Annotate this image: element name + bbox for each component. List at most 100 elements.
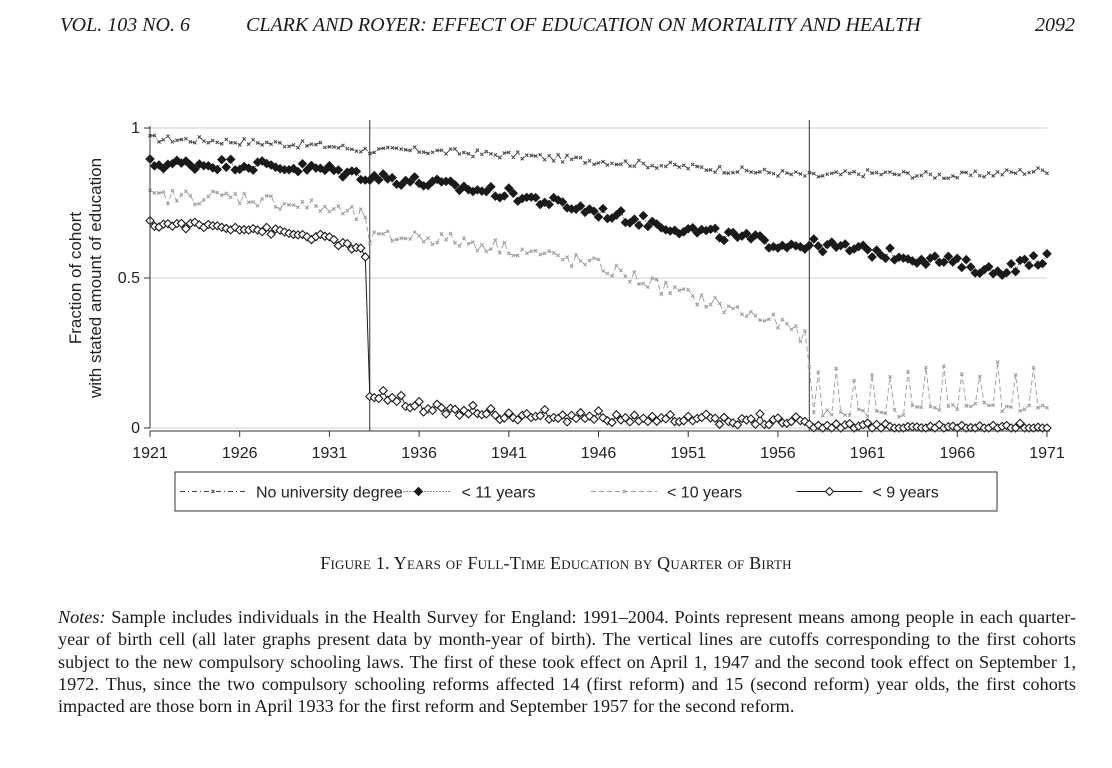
data-point [264, 193, 269, 198]
data-point [775, 325, 780, 330]
data-point [412, 230, 417, 234]
data-point [152, 190, 157, 195]
data-point [923, 365, 928, 370]
data-point [470, 240, 475, 245]
data-point [717, 301, 722, 306]
y-axis-label-line: Fraction of cohort [66, 212, 85, 345]
data-point [206, 140, 211, 145]
data-point [672, 162, 677, 167]
data-point [574, 155, 579, 160]
data-point [488, 151, 493, 156]
legend-label: < 10 years [667, 485, 742, 502]
data-point [157, 139, 161, 144]
data-point [665, 409, 676, 420]
data-point [982, 174, 987, 179]
data-point [901, 169, 906, 174]
data-point [520, 156, 525, 161]
y-axis-label: Fraction of cohort with stated amount of … [66, 158, 105, 399]
data-point [625, 417, 635, 427]
data-point [861, 174, 866, 179]
data-point [669, 225, 680, 236]
data-point [426, 151, 431, 156]
data-point [784, 170, 789, 175]
data-point [508, 188, 519, 199]
data-point [820, 413, 825, 418]
data-point [192, 202, 197, 207]
data-point [973, 401, 978, 406]
data-point [216, 154, 227, 165]
data-point [444, 151, 448, 156]
data-point [968, 404, 973, 409]
data-point [228, 140, 233, 145]
data-point [766, 170, 771, 175]
series-line [149, 135, 1048, 179]
data-point [852, 378, 857, 383]
data-point [408, 148, 413, 153]
data-point [759, 235, 770, 245]
data-point [161, 137, 166, 142]
data-point [457, 151, 462, 156]
data-point [179, 137, 184, 142]
data-point [282, 144, 287, 149]
data-point [260, 196, 265, 201]
data-point [928, 172, 933, 177]
journal-volume: VOL. 103 NO. 6 [60, 14, 190, 36]
data-point [439, 232, 444, 236]
data-point [278, 140, 283, 145]
data-point [255, 203, 260, 208]
data-point [726, 304, 731, 309]
data-point [731, 170, 736, 175]
data-point [826, 237, 837, 247]
data-point [740, 312, 744, 317]
data-point [1006, 258, 1016, 269]
data-point [530, 192, 541, 203]
data-point [731, 306, 736, 311]
data-point [775, 174, 780, 179]
data-point [349, 147, 354, 152]
data-point [152, 133, 157, 138]
data-point [405, 177, 415, 187]
data-point [1045, 405, 1049, 410]
legend-label: < 11 years [462, 485, 536, 502]
data-point [789, 172, 794, 177]
data-point [627, 164, 632, 169]
data-point [710, 223, 720, 234]
data-point [741, 228, 752, 239]
data-point [300, 199, 305, 204]
legend-label: No university degree [256, 485, 403, 502]
data-point [740, 165, 744, 170]
data-point [982, 400, 987, 405]
data-point [309, 198, 314, 203]
data-point [291, 142, 296, 147]
data-point [504, 408, 514, 418]
data-point [753, 313, 758, 318]
data-point [457, 244, 462, 249]
data-point [1031, 365, 1036, 370]
data-point [201, 139, 206, 144]
data-point [804, 240, 815, 251]
data-point [387, 172, 397, 183]
data-point [1042, 249, 1052, 259]
data-point [300, 139, 305, 144]
data-point [188, 193, 193, 198]
data-point [1010, 266, 1021, 277]
data-point [937, 408, 942, 413]
data-point [668, 291, 673, 296]
data-point [484, 249, 489, 254]
data-point [645, 165, 650, 170]
data-point [201, 197, 206, 202]
data-point [708, 302, 713, 307]
data-point [551, 158, 556, 163]
data-point [784, 321, 789, 326]
data-point [385, 229, 390, 234]
data-point [847, 171, 852, 176]
data-point [358, 149, 363, 154]
data-point [533, 248, 538, 253]
data-point [870, 171, 875, 176]
data-point [786, 239, 797, 250]
data-point [237, 142, 242, 147]
data-point [744, 314, 749, 319]
data-point [870, 372, 875, 377]
data-point [605, 163, 610, 168]
data-point [376, 146, 381, 151]
